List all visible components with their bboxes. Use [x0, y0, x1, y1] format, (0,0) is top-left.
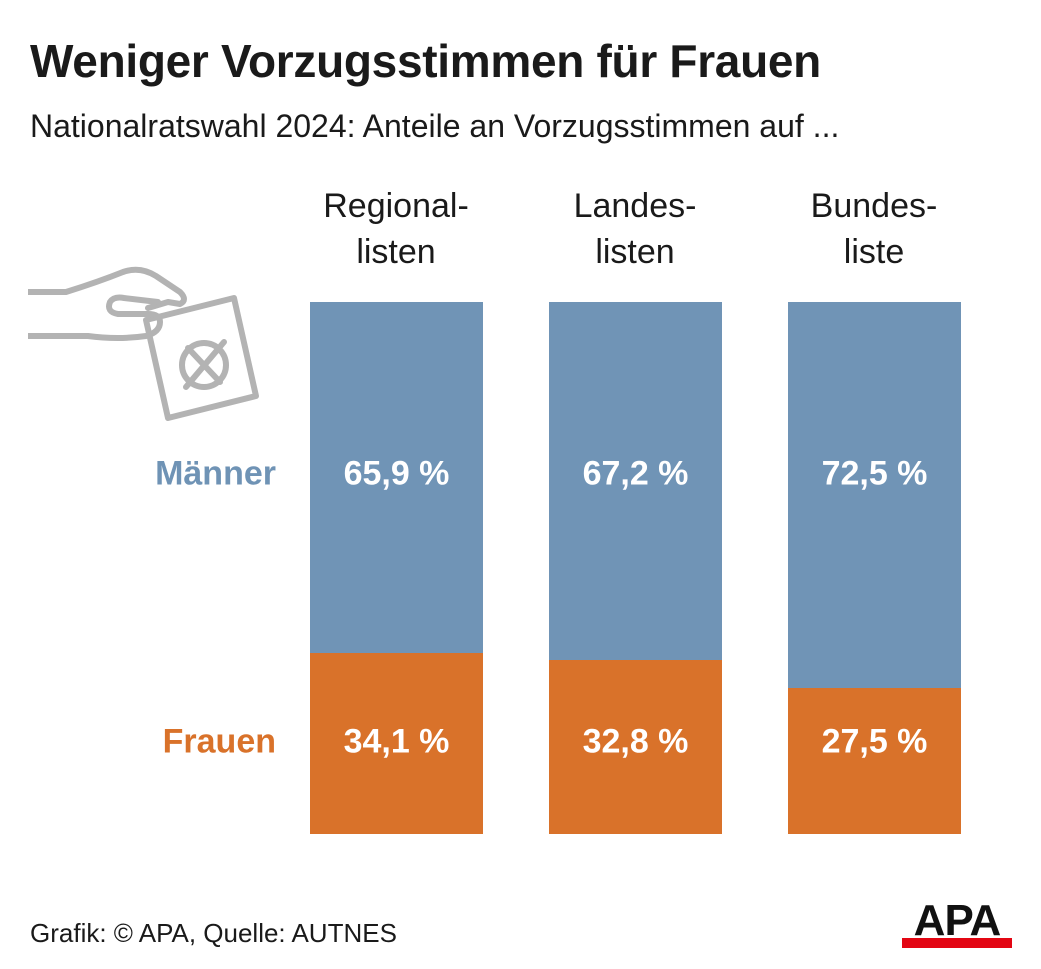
- apa-logo: APA: [902, 896, 1012, 950]
- column-header-line: listen: [356, 233, 436, 271]
- column-header-line: listen: [595, 233, 675, 271]
- data-label-maenner: 72,5 %: [821, 454, 928, 493]
- bar-segment-maenner: 65,9 %: [310, 302, 483, 653]
- column-header-regionallisten: Regional- listen: [286, 183, 506, 275]
- data-label-frauen: 34,1 %: [343, 722, 450, 761]
- bar-segment-frauen: 27,5 %: [788, 688, 961, 834]
- apa-logo-bar: [902, 938, 1012, 948]
- chart-title: Weniger Vorzugsstimmen für Frauen: [30, 35, 821, 87]
- bar-segment-maenner: 72,5 %: [788, 302, 961, 688]
- data-label-maenner: 67,2 %: [582, 454, 689, 493]
- bar-bundesliste: 72,5 % 27,5 %: [788, 302, 961, 834]
- source-footer: Grafik: © APA, Quelle: AUTNES: [30, 918, 397, 948]
- data-label-frauen: 27,5 %: [821, 722, 928, 761]
- bar-segment-maenner: 67,2 %: [549, 302, 722, 660]
- column-header-bundesliste: Bundes- liste: [764, 183, 984, 275]
- data-label-frauen: 32,8 %: [582, 722, 689, 761]
- bar-segment-frauen: 32,8 %: [549, 660, 722, 834]
- chart-subtitle: Nationalratswahl 2024: Anteile an Vorzug…: [30, 108, 840, 144]
- apa-logo-text: APA: [913, 896, 1002, 945]
- data-label-maenner: 65,9 %: [343, 454, 450, 493]
- column-header-line: liste: [843, 233, 905, 271]
- bar-segment-frauen: 34,1 %: [310, 653, 483, 834]
- bar-landeslisten: 67,2 % 32,8 %: [549, 302, 722, 834]
- bar-regionallisten: 65,9 % 34,1 %: [310, 302, 483, 834]
- column-header-line: Bundes-: [810, 187, 938, 225]
- legend-label-frauen: Frauen: [162, 722, 276, 761]
- column-header-line: Regional-: [323, 187, 469, 225]
- ballot-hand-icon: [28, 266, 259, 421]
- legend-label-maenner: Männer: [155, 454, 276, 493]
- column-header-line: Landes-: [573, 187, 697, 225]
- column-header-landeslisten: Landes- listen: [525, 183, 745, 275]
